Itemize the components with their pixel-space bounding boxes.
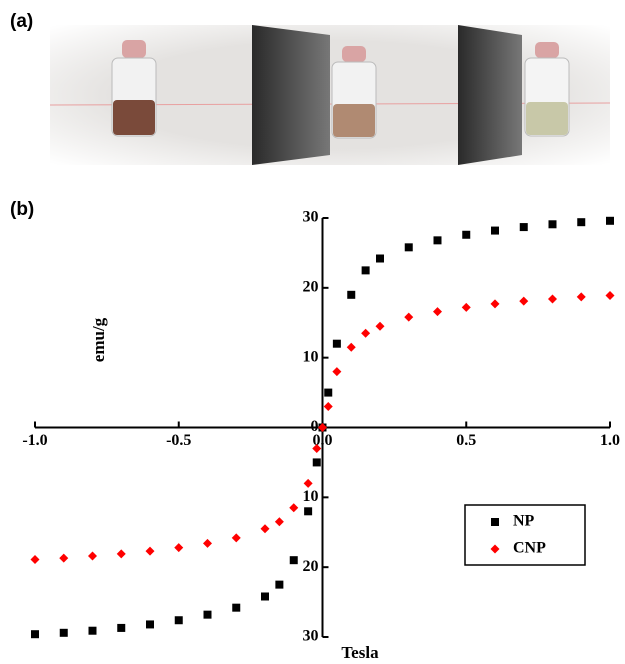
- point: [332, 339, 341, 348]
- point: [261, 592, 269, 601]
- x-axis-title: Tesla: [341, 643, 379, 662]
- y-axis-title: emu/g: [89, 317, 108, 362]
- x-tick-label: 1.0: [600, 432, 620, 449]
- point: [88, 626, 97, 635]
- point: [145, 546, 155, 556]
- point: [519, 296, 529, 306]
- point: [203, 538, 212, 548]
- point: [548, 220, 557, 229]
- point: [577, 218, 586, 227]
- point: [462, 230, 471, 239]
- point: [312, 458, 321, 467]
- point: [59, 553, 69, 563]
- point: [303, 478, 313, 488]
- point: [433, 307, 442, 317]
- point: [289, 503, 299, 513]
- point: [324, 388, 333, 397]
- point: [232, 603, 241, 612]
- legend-label: CNP: [513, 540, 546, 557]
- point: [174, 616, 183, 625]
- point: [606, 216, 614, 225]
- point: [404, 243, 413, 252]
- point: [318, 423, 327, 432]
- x-tick-label: -1.0: [22, 432, 47, 449]
- x-tick-label: 0.5: [456, 432, 476, 449]
- legend-marker: [491, 518, 499, 526]
- point: [30, 554, 40, 564]
- point: [146, 620, 154, 629]
- point: [519, 223, 528, 232]
- point: [88, 551, 97, 561]
- panel-label: (b): [10, 199, 34, 220]
- point: [203, 610, 212, 619]
- point: [274, 517, 284, 527]
- point: [491, 226, 499, 235]
- point: [116, 549, 126, 559]
- point: [174, 543, 184, 553]
- point: [275, 580, 284, 589]
- point: [260, 524, 270, 534]
- point: [490, 299, 500, 309]
- y-tick-label: 30: [303, 209, 319, 226]
- point: [433, 236, 442, 245]
- legend-box: [464, 504, 586, 566]
- point: [605, 291, 615, 301]
- legend-marker: [490, 544, 500, 554]
- point: [461, 302, 471, 312]
- x-tick-label: -0.5: [166, 432, 191, 449]
- point: [375, 321, 385, 331]
- point: [323, 402, 333, 412]
- point: [117, 623, 126, 632]
- legend-label: NP: [513, 513, 535, 530]
- legend: NP CNP: [464, 504, 586, 566]
- photo: [49, 25, 611, 165]
- y-tick-label: 30: [303, 628, 319, 645]
- y-tick-label: 10: [303, 348, 319, 365]
- y-tick-label: 0: [311, 418, 319, 435]
- point: [548, 294, 557, 304]
- point: [332, 367, 342, 377]
- point: [361, 266, 370, 275]
- panel-label: (a): [10, 11, 33, 32]
- point: [346, 342, 356, 352]
- point: [576, 292, 586, 302]
- point: [289, 556, 298, 565]
- point: [376, 254, 384, 263]
- point: [31, 630, 39, 639]
- point: [347, 290, 356, 299]
- point: [304, 507, 313, 516]
- point: [59, 628, 68, 637]
- point: [231, 533, 241, 543]
- y-tick-label: 20: [303, 558, 319, 575]
- point: [361, 328, 371, 338]
- point: [404, 312, 414, 322]
- y-tick-label: 10: [303, 488, 319, 505]
- y-tick-label: 20: [303, 279, 319, 296]
- point: [312, 443, 322, 453]
